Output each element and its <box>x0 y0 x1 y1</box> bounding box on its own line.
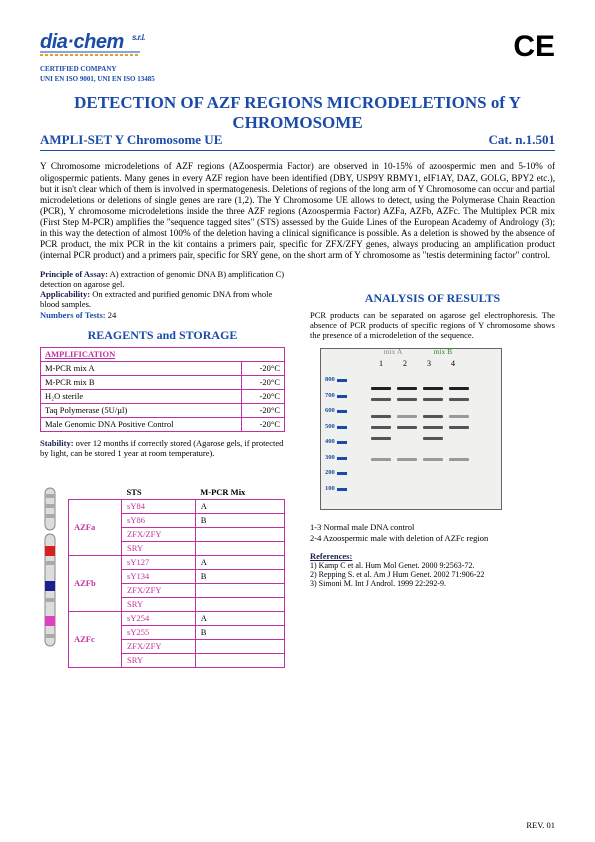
stability-label: Stability: <box>40 438 74 448</box>
logo-icon: dia·chem s.r.l. <box>40 30 150 58</box>
subtitle-row: AMPLI-SET Y Chromosome UE Cat. n.1.501 <box>40 132 555 151</box>
catalog-number: Cat. n.1.501 <box>489 132 555 148</box>
sts-head-sts: STS <box>122 486 196 500</box>
gel-bands <box>371 387 491 469</box>
table-row: H₂O sterile-20°C <box>41 389 285 403</box>
analysis-text: PCR products can be separated on agarose… <box>310 310 555 341</box>
sts-table: STSM-PCR Mix AZFasY84AsY86BZFX/ZFYSRYAZF… <box>68 486 285 668</box>
cert-line-1: CERTIFIED COMPANY <box>40 66 155 74</box>
stability-text: over 12 months if correctly stored (Agar… <box>40 438 283 458</box>
product-name: AMPLI-SET Y Chromosome UE <box>40 132 222 148</box>
table-row: M-PCR mix B-20°C <box>41 375 285 389</box>
gel-legend: 1-3 Normal male DNA control 2-4 Azoosper… <box>310 522 555 542</box>
document-title: DETECTION OF AZF REGIONS MICRODELETIONS … <box>40 93 555 132</box>
table-row: AZFcsY254A <box>69 611 285 625</box>
ce-mark: CE <box>513 30 555 64</box>
cert-line-2: UNI EN ISO 9001, UNI EN ISO 13485 <box>40 76 155 84</box>
tests-value: 24 <box>106 310 117 320</box>
reference-item: 3) Simoni M. Int J Androl. 1999 22:292-9… <box>310 579 555 588</box>
stability-block: Stability: over 12 months if correctly s… <box>40 438 285 458</box>
analysis-heading: ANALYSIS OF RESULTS <box>310 291 555 306</box>
sts-block: STSM-PCR Mix AZFasY84AsY86BZFX/ZFYSRYAZF… <box>40 486 285 668</box>
table-row: AZFasY84A <box>69 499 285 513</box>
reagents-heading: REAGENTS and STORAGE <box>40 328 285 343</box>
applicability-label: Applicability: <box>40 289 90 299</box>
company-logo: dia·chem s.r.l. CERTIFIED COMPANY UNI EN… <box>40 30 155 83</box>
principle-block: Principle of Assay: A) extraction of gen… <box>40 269 285 320</box>
gel-image: mix A mix B 1234 80070060050040030020010… <box>320 348 502 510</box>
legend-2: 2-4 Azoospermic male with deletion of AZ… <box>310 533 555 543</box>
chromosome-ideogram <box>40 486 60 651</box>
table-row: Male Genomic DNA Positive Control-20°C <box>41 417 285 431</box>
svg-text:dia·chem: dia·chem <box>40 31 124 53</box>
gel-lane-labels: 1234 <box>369 359 465 368</box>
document-header: dia·chem s.r.l. CERTIFIED COMPANY UNI EN… <box>40 30 555 83</box>
reference-item: 2) Repping S. et al. Am J Hum Genet. 200… <box>310 570 555 579</box>
gel-ladder: 800700600500400300200100 <box>325 377 347 501</box>
references-heading: References: <box>310 551 555 561</box>
reagents-table: AMPLIFICATION M-PCR mix A-20°CM-PCR mix … <box>40 347 285 432</box>
tests-label: Numbers of Tests: <box>40 310 106 320</box>
reference-item: 1) Kamp C et al. Hum Mol Genet. 2000 9:2… <box>310 561 555 570</box>
table-row: M-PCR mix A-20°C <box>41 361 285 375</box>
reagents-header: AMPLIFICATION <box>41 347 285 361</box>
table-row: Taq Polymerase (5U/µl)-20°C <box>41 403 285 417</box>
svg-text:s.r.l.: s.r.l. <box>132 33 145 42</box>
table-row: AZFbsY127A <box>69 555 285 569</box>
gel-mix-labels: mix A mix B <box>369 347 467 356</box>
legend-1: 1-3 Normal male DNA control <box>310 522 555 532</box>
sts-head-mix: M-PCR Mix <box>195 486 284 500</box>
revision-footer: REV. 01 <box>526 820 555 830</box>
intro-paragraph: Y Chromosome microdeletions of AZF regio… <box>40 161 555 260</box>
references: References: 1) Kamp C et al. Hum Mol Gen… <box>310 551 555 588</box>
principle-label: Principle of Assay: <box>40 269 108 279</box>
